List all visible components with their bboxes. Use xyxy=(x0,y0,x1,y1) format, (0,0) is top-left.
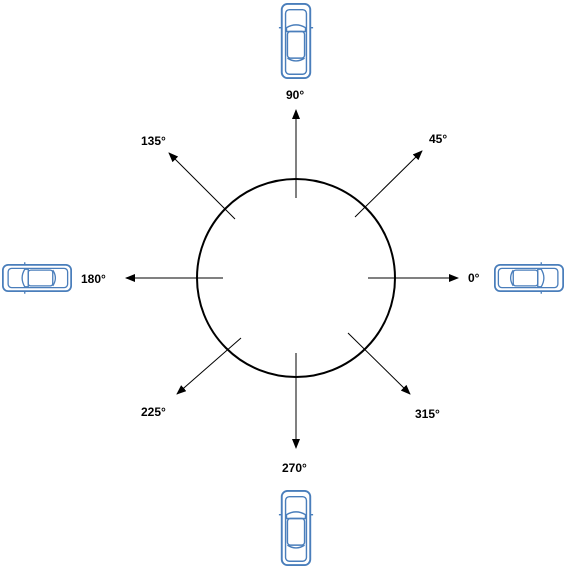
arrow-315 xyxy=(347,332,411,395)
label-45: 45° xyxy=(429,132,447,146)
direction-180: 180° xyxy=(1,261,223,295)
label-180: 180° xyxy=(81,272,106,286)
car-icon-0 xyxy=(493,261,564,295)
direction-45: 45° xyxy=(354,132,447,218)
label-225: 225° xyxy=(141,405,166,419)
car-icon-90 xyxy=(277,2,315,80)
direction-135: 135° xyxy=(141,134,236,220)
direction-315: 315° xyxy=(347,332,440,421)
car-icon-180 xyxy=(1,261,73,295)
arrow-225 xyxy=(176,337,242,395)
arrow-135 xyxy=(168,152,236,220)
label-270: 270° xyxy=(282,461,307,475)
arrow-45 xyxy=(354,150,423,218)
direction-270: 270° xyxy=(277,353,315,567)
center-circle xyxy=(196,178,396,378)
label-135: 135° xyxy=(141,134,166,148)
direction-0: 0° xyxy=(368,261,564,295)
label-315: 315° xyxy=(415,407,440,421)
label-90: 90° xyxy=(286,88,304,102)
car-icon-270 xyxy=(277,489,315,567)
direction-225: 225° xyxy=(141,337,242,419)
direction-90: 90° xyxy=(277,2,315,198)
label-0: 0° xyxy=(468,271,480,285)
